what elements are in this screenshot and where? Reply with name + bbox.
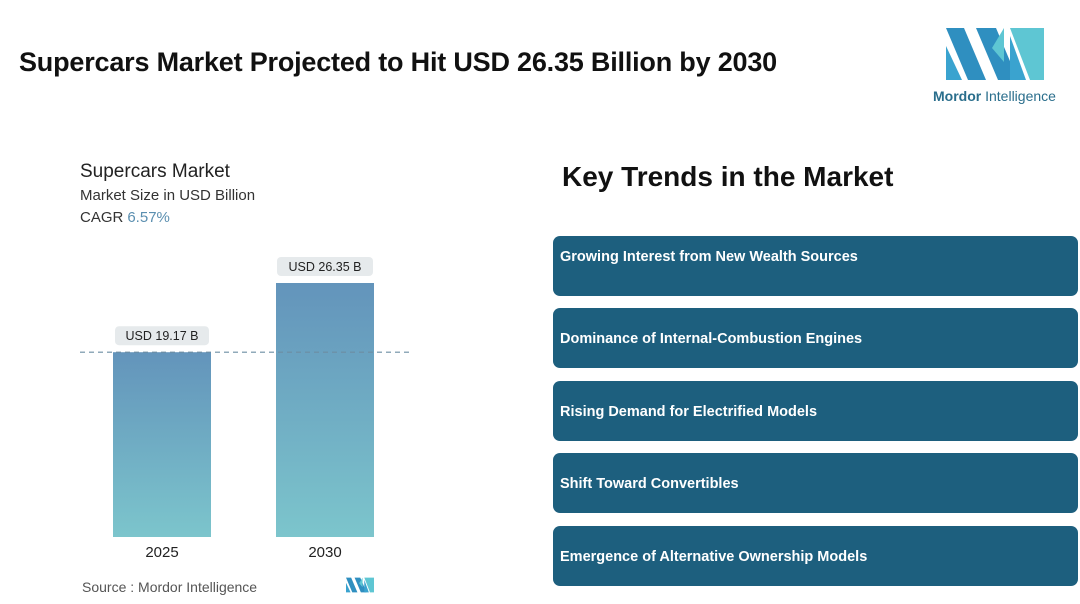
trend-box: Emergence of Alternative Ownership Model… bbox=[553, 526, 1078, 586]
trend-box: Rising Demand for Electrified Models bbox=[553, 381, 1078, 441]
trend-label: Rising Demand for Electrified Models bbox=[560, 404, 818, 420]
cagr-line: CAGR 6.57% bbox=[80, 209, 170, 226]
trend-box: Growing Interest from New Wealth Sources bbox=[553, 236, 1078, 296]
x-tick-label: 2030 bbox=[308, 544, 341, 561]
source-note: Source : Mordor Intelligence bbox=[82, 579, 258, 595]
chart-subtitle: Market Size in USD Billion bbox=[80, 187, 256, 204]
mordor-intelligence-logo: Mordor Intelligence bbox=[930, 26, 1058, 108]
data-label-bg bbox=[115, 326, 209, 346]
data-label-bg bbox=[277, 257, 373, 276]
mordor-intelligence-logo-icon bbox=[946, 28, 1044, 80]
cagr-value: 6.57% bbox=[127, 209, 170, 226]
x-tick-label: 2025 bbox=[145, 544, 178, 561]
data-label: USD 26.35 B bbox=[289, 260, 362, 274]
trend-box: Dominance of Internal-Combustion Engines bbox=[553, 308, 1078, 368]
source-logo-icon bbox=[346, 577, 374, 593]
logo-wordmark: Mordor Intelligence bbox=[933, 88, 1056, 104]
bar-2030 bbox=[276, 283, 374, 537]
trend-box: Shift Toward Convertibles bbox=[553, 453, 1078, 513]
bar-2025 bbox=[113, 352, 211, 537]
cagr-label: CAGR bbox=[80, 209, 124, 226]
trend-label: Dominance of Internal-Combustion Engines bbox=[560, 331, 863, 347]
chart-title: Supercars Market bbox=[80, 161, 230, 182]
trend-label: Growing Interest from New Wealth Sources bbox=[560, 249, 858, 265]
page-headline: Supercars Market Projected to Hit USD 26… bbox=[19, 47, 777, 77]
data-label: USD 19.17 B bbox=[126, 329, 199, 343]
trends-title: Key Trends in the Market bbox=[562, 161, 894, 192]
trend-label: Shift Toward Convertibles bbox=[560, 476, 739, 492]
trend-label: Emergence of Alternative Ownership Model… bbox=[560, 549, 868, 565]
